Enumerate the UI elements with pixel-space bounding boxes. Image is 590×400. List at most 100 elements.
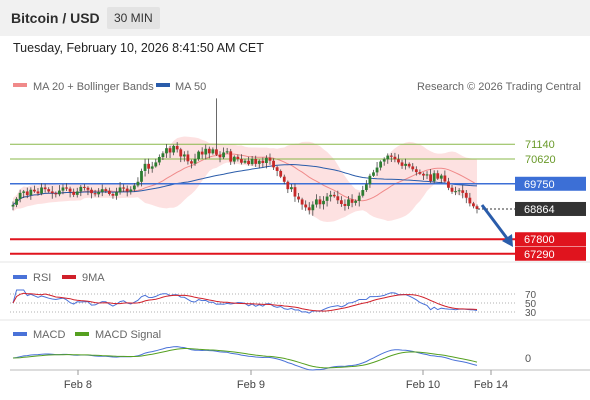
candle-body <box>322 200 325 205</box>
resistance-label-1: 71140 <box>525 139 555 151</box>
x-tick-label-feb14: Feb 14 <box>474 379 508 391</box>
candle-body <box>457 190 461 192</box>
rsi-30-label: 30 <box>525 308 537 319</box>
candle-body <box>432 173 436 182</box>
last-price-label: 68864 <box>524 204 555 216</box>
candle-body <box>182 154 186 157</box>
pivot-label: 69750 <box>524 179 555 191</box>
candle-body <box>97 192 101 195</box>
datetime-label: Tuesday, February 10, 2026 8:41:50 AM CE… <box>13 41 264 55</box>
candle-body <box>115 192 118 196</box>
candle-body <box>240 159 243 163</box>
x-tick-label-feb9: Feb 9 <box>237 379 265 391</box>
candle-body <box>439 175 443 179</box>
candle-body <box>15 198 18 205</box>
forecast-arrow-head <box>502 234 513 247</box>
candle-body <box>215 149 218 155</box>
candle-body <box>272 160 275 168</box>
candle-body <box>347 199 350 206</box>
candle-body <box>111 194 115 196</box>
support-label-box-1 <box>515 232 586 247</box>
candle-body <box>254 159 258 164</box>
candle-body <box>475 206 479 209</box>
candle-body <box>204 148 208 155</box>
candle-body <box>400 162 404 166</box>
candle-body <box>297 196 300 200</box>
candle-body <box>61 187 65 191</box>
macd-signal-legend-swatch <box>75 332 89 336</box>
candle-body <box>290 187 293 190</box>
macd-zero-label: 0 <box>525 353 531 365</box>
candle-body <box>304 204 308 208</box>
candle-body <box>350 199 354 203</box>
candle-body <box>75 191 79 195</box>
candle-body <box>404 163 408 166</box>
candle-body <box>375 167 379 173</box>
macd-signal-line <box>12 348 478 369</box>
ma20-legend-label: MA 20 + Bollinger Bands <box>33 81 154 93</box>
candle-body <box>368 175 372 185</box>
candle-body <box>447 181 450 188</box>
candle-body <box>107 190 111 195</box>
candle-body <box>414 169 418 173</box>
candle-body <box>286 181 290 190</box>
candle-body <box>300 199 304 205</box>
candle-body <box>65 187 68 189</box>
candle-body <box>40 187 43 194</box>
candle-body <box>222 152 225 158</box>
timeframe-button[interactable]: 30 MIN <box>107 7 160 29</box>
candle-body <box>311 204 315 211</box>
macd-line <box>12 346 478 371</box>
candle-body <box>261 160 265 163</box>
candle-body <box>411 166 415 170</box>
candle-body <box>472 203 475 207</box>
x-tick-label-feb10: Feb 10 <box>406 379 440 391</box>
candle-body <box>436 173 440 179</box>
candle-body <box>407 163 411 167</box>
macd-legend-label: MACD <box>33 329 65 341</box>
candle-body <box>454 191 457 193</box>
candle-body <box>197 151 200 160</box>
candle-body <box>207 148 211 154</box>
rsi-line <box>12 289 478 314</box>
candle-body <box>386 155 390 160</box>
rsi-legend-swatch <box>13 275 27 279</box>
candle-body <box>243 160 247 163</box>
resistance-label-2: 70620 <box>525 154 556 166</box>
candle-body <box>343 203 347 206</box>
candle-body <box>22 191 26 193</box>
candle-body <box>172 145 176 153</box>
candle-body <box>122 187 126 189</box>
candle-body <box>43 187 47 190</box>
candle-body <box>397 159 400 163</box>
candle-body <box>464 192 468 198</box>
candle-body <box>418 172 422 174</box>
candle-body <box>425 174 429 176</box>
candle-body <box>250 159 254 165</box>
support-label-1: 67800 <box>524 234 555 246</box>
candle-body <box>100 189 104 193</box>
candle-body <box>236 156 240 160</box>
candle-body <box>265 157 268 163</box>
candle-body <box>82 186 86 188</box>
candle-body <box>33 189 36 192</box>
candle-body <box>229 151 233 162</box>
candle-body <box>422 173 425 176</box>
candle-body <box>336 196 340 201</box>
candle-body <box>140 170 143 182</box>
rsi-legend-label: RSI <box>33 272 51 284</box>
candle-body <box>468 197 472 204</box>
header-bar: Bitcoin / USD 30 MIN <box>0 0 590 36</box>
candle-body <box>211 149 215 154</box>
candle-body <box>136 181 140 186</box>
candle-body <box>157 157 161 163</box>
candle-body <box>357 195 361 201</box>
candle-body <box>247 160 250 165</box>
ma50-legend-swatch <box>156 83 170 87</box>
candle-body <box>68 188 72 192</box>
candle-body <box>104 189 108 191</box>
instrument-title: Bitcoin / USD <box>11 10 100 26</box>
candle-body <box>282 176 286 182</box>
candle-body <box>393 156 397 160</box>
